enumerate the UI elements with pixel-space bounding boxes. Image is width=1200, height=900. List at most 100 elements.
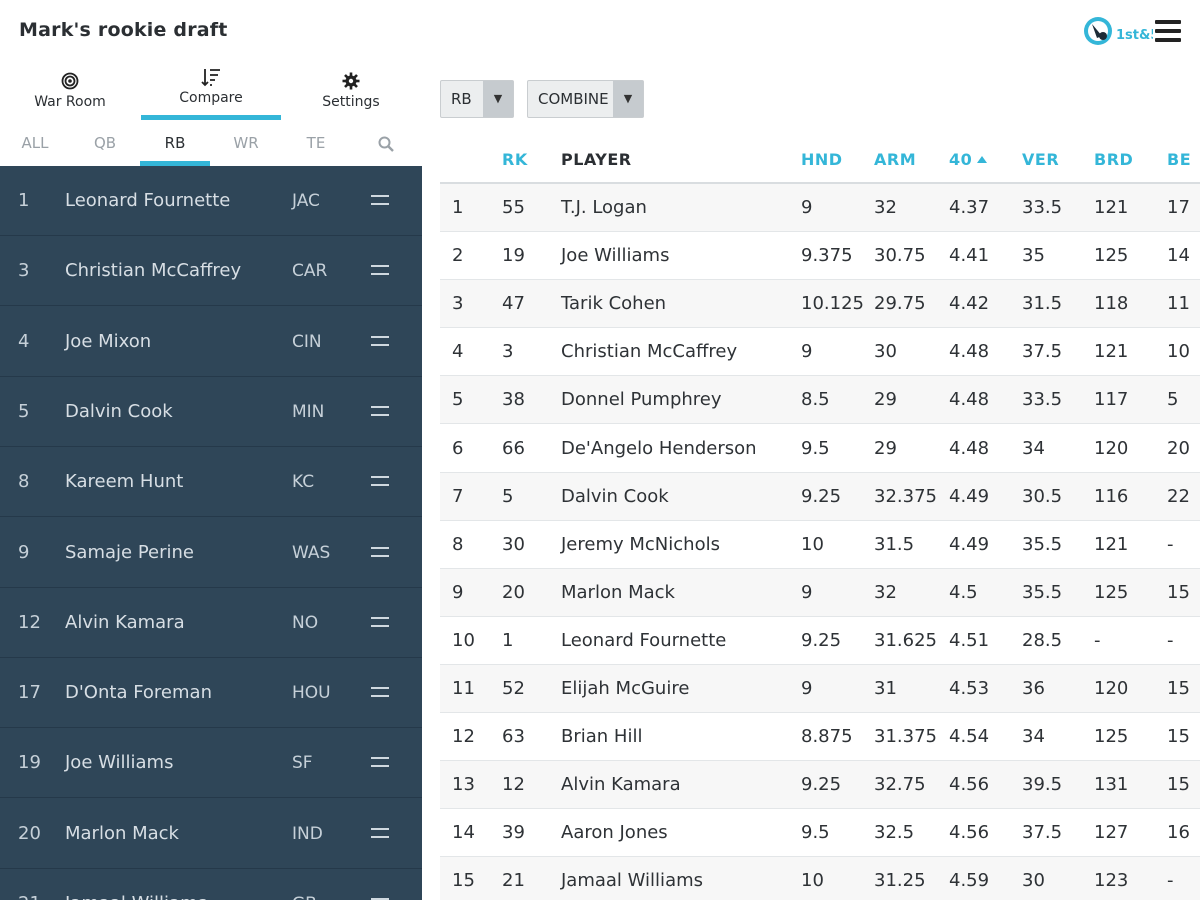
list-item[interactable]: 5 Dalvin Cook MIN	[0, 377, 422, 447]
table-row[interactable]: 5 38 Donnel Pumphrey 8.5 29 4.48 33.5 117 5	[440, 376, 1200, 425]
gear-icon	[281, 68, 421, 94]
table-row[interactable]: 14 39 Aaron Jones 9.5 32.5 4.56 37.5 127 16	[440, 809, 1200, 858]
drag-handle-icon[interactable]	[371, 195, 389, 207]
row-be: -	[1167, 870, 1174, 892]
row-40: 4.49	[949, 533, 990, 555]
list-item[interactable]: 4 Joe Mixon CIN	[0, 307, 422, 377]
drag-handle-icon[interactable]	[371, 335, 389, 348]
row-be: 15	[1167, 581, 1190, 603]
list-item[interactable]: 8 Kareem Hunt KC	[0, 447, 422, 518]
row-ver: 35	[1022, 245, 1045, 267]
tab-wr[interactable]: WR	[211, 124, 281, 166]
brand-logo-text: 1st&5	[1116, 28, 1153, 43]
table-row[interactable]: 9 20 Marlon Mack 9 32 4.5 35.5 125 15	[440, 568, 1200, 617]
table-row[interactable]: 6 66 De'Angelo Henderson 9.5 29 4.48 34 120 20	[440, 425, 1200, 473]
header-brd[interactable]: BRD	[1094, 140, 1133, 180]
table-row[interactable]: 7 5 Dalvin Cook 9.25 32.375 4.49 30.5 116 22	[440, 472, 1200, 521]
row-arm: 30.75	[874, 245, 926, 267]
tab-rb[interactable]: RB	[140, 124, 210, 166]
player-rank: 8	[18, 471, 30, 493]
player-rank: 20	[18, 822, 41, 844]
row-player: Donnel Pumphrey	[561, 389, 722, 411]
row-arm: 31.625	[874, 629, 937, 651]
row-40: 4.37	[949, 197, 990, 218]
row-index: 12	[452, 726, 475, 748]
drag-handle-icon[interactable]	[371, 616, 389, 629]
list-item[interactable]: 17 D'Onta Foreman HOU	[0, 658, 422, 729]
list-item[interactable]: 12 Alvin Kamara NO	[0, 588, 422, 658]
app-title: Mark's rookie draft	[19, 19, 228, 41]
tab-wr-label: WR	[233, 134, 259, 152]
header-be[interactable]: BE	[1167, 140, 1191, 180]
drag-handle-icon[interactable]	[371, 546, 389, 559]
nav-active-indicator	[141, 115, 281, 120]
table-row[interactable]: 8 30 Jeremy McNichols 10 31.5 4.49 35.5 121 -	[440, 521, 1200, 569]
row-brd: 123	[1094, 870, 1129, 892]
drag-handle-icon[interactable]	[371, 476, 389, 488]
table-row[interactable]: 15 21 Jamaal Williams 10 31.25 4.59 30 123 -	[440, 857, 1200, 900]
row-ver: 34	[1022, 437, 1045, 459]
chevron-down-icon: ▼	[483, 81, 513, 117]
table-row[interactable]: 4 3 Christian McCaffrey 9 30 4.48 37.5 121 10	[440, 328, 1200, 377]
list-item[interactable]: 3 Christian McCaffrey CAR	[0, 236, 422, 307]
nav-compare[interactable]: Compare	[141, 62, 281, 120]
row-hnd: 10	[801, 533, 824, 555]
row-player: Jamaal Williams	[561, 870, 704, 892]
row-40: 4.56	[949, 774, 990, 796]
tab-te[interactable]: TE	[281, 124, 351, 166]
drag-handle-icon[interactable]	[371, 687, 389, 699]
row-index: 4	[452, 341, 464, 363]
search-icon[interactable]	[351, 124, 421, 166]
row-rank: 52	[502, 678, 525, 699]
list-item[interactable]: 1 Leonard Fournette JAC	[0, 166, 422, 236]
table-row[interactable]: 1 55 T.J. Logan 9 32 4.37 33.5 121 17	[440, 184, 1200, 232]
list-item[interactable]: 20 Marlon Mack IND	[0, 799, 422, 869]
nav-settings[interactable]: Settings	[281, 62, 421, 120]
row-hnd: 9.5	[801, 822, 830, 844]
header-ver[interactable]: VER	[1022, 140, 1059, 180]
tab-all[interactable]: ALL	[0, 124, 70, 166]
row-40: 4.48	[949, 389, 990, 411]
table-row[interactable]: 12 63 Brian Hill 8.875 31.375 4.54 34 125 15	[440, 713, 1200, 762]
drag-handle-icon[interactable]	[371, 898, 389, 900]
row-arm: 31.5	[874, 533, 915, 555]
player-team: WAS	[292, 542, 331, 563]
row-player: Christian McCaffrey	[561, 341, 738, 363]
drag-handle-icon[interactable]	[371, 265, 389, 277]
drag-handle-icon[interactable]	[371, 827, 389, 840]
row-ver: 39.5	[1022, 774, 1063, 796]
row-be: 11	[1167, 293, 1190, 315]
row-index: 13	[452, 774, 475, 796]
player-team: CIN	[292, 331, 322, 352]
header-rk[interactable]: RK	[502, 140, 528, 180]
row-index: 6	[452, 437, 464, 459]
row-arm: 31	[874, 678, 897, 699]
header-arm-label: ARM	[874, 150, 917, 169]
brand-logo[interactable]: 1st&5	[1083, 14, 1159, 48]
table-row[interactable]: 3 47 Tarik Cohen 10.125 29.75 4.42 31.5 118 11	[440, 280, 1200, 329]
row-rank: 55	[502, 197, 525, 218]
nav-war-room[interactable]: War Room	[0, 62, 140, 120]
list-item[interactable]: 9 Samaje Perine WAS	[0, 518, 422, 588]
drag-handle-icon[interactable]	[371, 757, 389, 769]
list-item[interactable]: 21 Jamaal Williams GB	[0, 869, 422, 900]
header-arm[interactable]: ARM	[874, 140, 916, 180]
header-hnd[interactable]: HND	[801, 140, 843, 180]
header-player[interactable]: PLAYER	[561, 140, 632, 180]
tab-qb[interactable]: QB	[70, 124, 140, 166]
metric-select[interactable]: COMBINE ▼	[527, 80, 644, 118]
row-index: 10	[452, 629, 475, 651]
table-row[interactable]: 11 52 Elijah McGuire 9 31 4.53 36 120 15	[440, 665, 1200, 713]
table-row[interactable]: 10 1 Leonard Fournette 9.25 31.625 4.51 28.5 - -	[440, 617, 1200, 665]
list-item[interactable]: 19 Joe Williams SF	[0, 728, 422, 799]
header-40[interactable]: 40	[949, 140, 988, 180]
drag-handle-icon[interactable]	[371, 405, 389, 418]
position-select[interactable]: RB ▼	[440, 80, 514, 118]
hamburger-menu-icon[interactable]	[1155, 20, 1181, 42]
row-40: 4.59	[949, 870, 990, 892]
row-ver: 34	[1022, 726, 1045, 748]
player-name: Samaje Perine	[65, 541, 194, 563]
row-be: 15	[1167, 726, 1190, 748]
table-row[interactable]: 13 12 Alvin Kamara 9.25 32.75 4.56 39.5 131 15	[440, 761, 1200, 810]
table-row[interactable]: 2 19 Joe Williams 9.375 30.75 4.41 35 125 14	[440, 232, 1200, 281]
